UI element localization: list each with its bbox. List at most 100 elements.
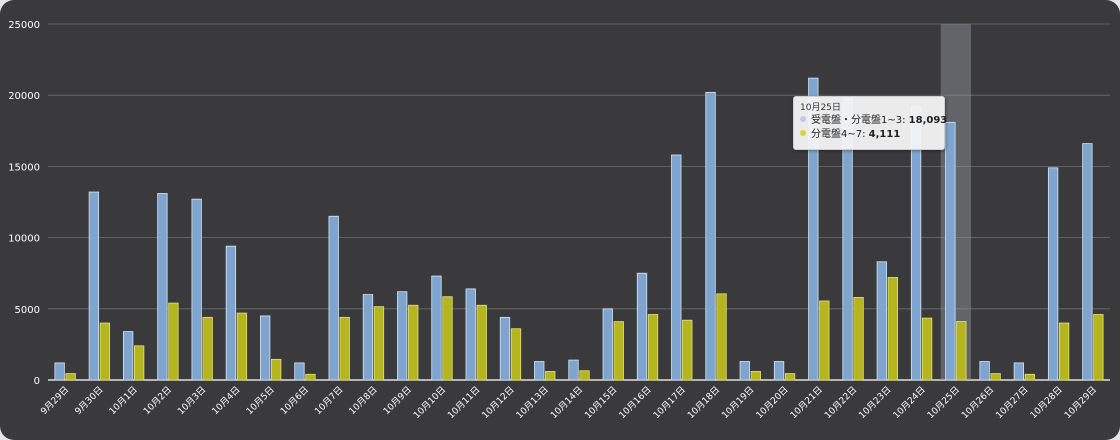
x-tick-label: 10月5日 bbox=[244, 384, 277, 417]
bar-series-2[interactable] bbox=[1024, 373, 1036, 381]
bar-series-2[interactable] bbox=[305, 373, 316, 381]
x-tick-label: 10月27日 bbox=[994, 384, 1031, 421]
x-tick-label: 9月29日 bbox=[39, 384, 72, 417]
x-tick-label: 10月18日 bbox=[685, 384, 722, 421]
tooltip-row-series-2: 分電盤4~7: 4,111 bbox=[800, 128, 938, 142]
bar-series-2[interactable] bbox=[956, 321, 967, 381]
x-tick-label: 10月15日 bbox=[583, 384, 620, 421]
bar-series-2[interactable] bbox=[887, 277, 898, 381]
bar-series-1[interactable] bbox=[876, 261, 887, 381]
bar-series-1[interactable] bbox=[1013, 362, 1025, 381]
bar-series-2[interactable] bbox=[442, 296, 453, 381]
bar-series-1[interactable] bbox=[225, 245, 237, 381]
tooltip: 10月25日 受電盤・分電盤1~3: 18,093 分電盤4~7: 4,111 bbox=[793, 96, 947, 150]
x-tick-label: 10月24日 bbox=[891, 384, 928, 421]
x-tick-label: 10月7日 bbox=[313, 384, 346, 417]
x-tick-label: 10月12日 bbox=[480, 384, 517, 421]
x-tick-label: 10月16日 bbox=[617, 384, 654, 421]
bar-series-2[interactable] bbox=[682, 319, 693, 381]
x-tick-label: 10月23日 bbox=[857, 384, 894, 421]
bar-series-1[interactable] bbox=[328, 215, 339, 381]
bar-series-2[interactable] bbox=[339, 316, 350, 381]
bar-series-1[interactable] bbox=[808, 77, 819, 381]
x-tick-label: 10月1日 bbox=[107, 384, 140, 417]
bar-series-1[interactable] bbox=[602, 308, 613, 381]
series-2-legend-dot bbox=[800, 130, 806, 136]
bar-series-2[interactable] bbox=[1058, 322, 1070, 381]
bar-series-2[interactable] bbox=[510, 328, 522, 381]
bar-series-1[interactable] bbox=[945, 121, 956, 381]
tooltip-row-series-1: 受電盤・分電盤1~3: 18,093 bbox=[800, 114, 947, 128]
x-axis-ticks: 9月29日 9月30日 10月1日 10月2日 10月3日 10月4日 10月5日 10月6日… bbox=[39, 384, 1099, 421]
bar-series-1[interactable] bbox=[705, 91, 716, 381]
bar-series-1[interactable] bbox=[397, 291, 408, 381]
x-tick-label: 10月19日 bbox=[720, 384, 757, 421]
bar-series-1[interactable] bbox=[54, 362, 65, 381]
x-tick-label: 10月11日 bbox=[446, 384, 483, 421]
bar-series-1[interactable] bbox=[122, 331, 134, 381]
bar-series-2[interactable] bbox=[202, 316, 213, 381]
bar-series-2[interactable] bbox=[236, 312, 248, 381]
bar-series-1[interactable] bbox=[739, 361, 750, 381]
y-tick-label: 25000 bbox=[8, 20, 40, 31]
bar-series-1[interactable] bbox=[157, 193, 168, 381]
bar-series-2[interactable] bbox=[750, 371, 761, 381]
bar-series-1[interactable] bbox=[362, 294, 374, 381]
bar-series-2[interactable] bbox=[99, 322, 111, 381]
bar-series-1[interactable] bbox=[294, 362, 305, 381]
bar-series-2[interactable] bbox=[545, 371, 556, 381]
bar-series-2[interactable] bbox=[716, 293, 727, 381]
bar-series-2[interactable] bbox=[647, 314, 659, 381]
bar-series-2[interactable] bbox=[1093, 314, 1104, 381]
x-tick-label: 10月13日 bbox=[514, 384, 551, 421]
x-tick-label: 10月17日 bbox=[651, 384, 688, 421]
tooltip-series-2-label: 分電盤4~7: bbox=[811, 129, 869, 140]
bar-series-1[interactable] bbox=[191, 198, 202, 381]
bar-series-2[interactable] bbox=[168, 302, 179, 381]
bar-series-1[interactable] bbox=[534, 361, 545, 381]
bar-series-1[interactable] bbox=[465, 288, 476, 381]
x-tick-label: 10月14日 bbox=[548, 384, 585, 421]
y-tick-label: 10000 bbox=[8, 234, 40, 245]
bar-series-2[interactable] bbox=[271, 358, 282, 381]
bar-series-2[interactable] bbox=[408, 304, 419, 381]
bar-series-2[interactable] bbox=[921, 317, 933, 381]
bar-series-2[interactable] bbox=[133, 345, 145, 381]
bar-series-2[interactable] bbox=[853, 297, 864, 381]
bar-series-1[interactable] bbox=[260, 315, 271, 381]
bar-series-1[interactable] bbox=[979, 361, 990, 381]
bar-series-2[interactable] bbox=[819, 300, 830, 381]
y-tick-label: 20000 bbox=[8, 91, 40, 102]
bar-series-1[interactable] bbox=[773, 361, 785, 381]
bar-series-2[interactable] bbox=[373, 306, 385, 381]
x-tick-label: 10月21日 bbox=[788, 384, 825, 421]
x-tick-label: 10月22日 bbox=[822, 384, 859, 421]
series-1-legend-dot bbox=[800, 116, 806, 122]
x-tick-label: 10月10日 bbox=[411, 384, 448, 421]
bar-series-1[interactable] bbox=[1082, 143, 1093, 381]
x-tick-label: 10月6日 bbox=[278, 384, 311, 417]
bar-series-1[interactable] bbox=[88, 191, 100, 381]
x-tick-label: 10月28日 bbox=[1028, 384, 1065, 421]
bar-series-2[interactable] bbox=[65, 373, 76, 381]
bar-series-1[interactable] bbox=[499, 316, 511, 381]
bar-series-2[interactable] bbox=[476, 304, 487, 381]
bar-series-1[interactable] bbox=[671, 154, 682, 381]
x-tick-label: 10月29日 bbox=[1062, 384, 1099, 421]
bar-series-2[interactable] bbox=[579, 370, 590, 381]
y-axis-ticks: 0 5000 10000 15000 20000 25000 bbox=[8, 20, 40, 387]
bar-series-2[interactable] bbox=[613, 321, 624, 381]
x-tick-label: 9月30日 bbox=[73, 384, 106, 417]
y-tick-label: 5000 bbox=[15, 305, 40, 316]
x-tick-label: 10月3日 bbox=[176, 384, 209, 417]
x-tick-label: 10月8日 bbox=[347, 384, 380, 417]
bar-series-1[interactable] bbox=[636, 272, 648, 381]
bar-series-1[interactable] bbox=[568, 359, 579, 381]
x-tick-label: 10月9日 bbox=[381, 384, 414, 417]
bar-series-2[interactable] bbox=[990, 373, 1001, 381]
bar-series-1[interactable] bbox=[431, 275, 442, 381]
bar-series-1[interactable] bbox=[1047, 167, 1059, 381]
x-tick-label: 10月20日 bbox=[754, 384, 791, 421]
bar-series-2[interactable] bbox=[784, 373, 796, 381]
